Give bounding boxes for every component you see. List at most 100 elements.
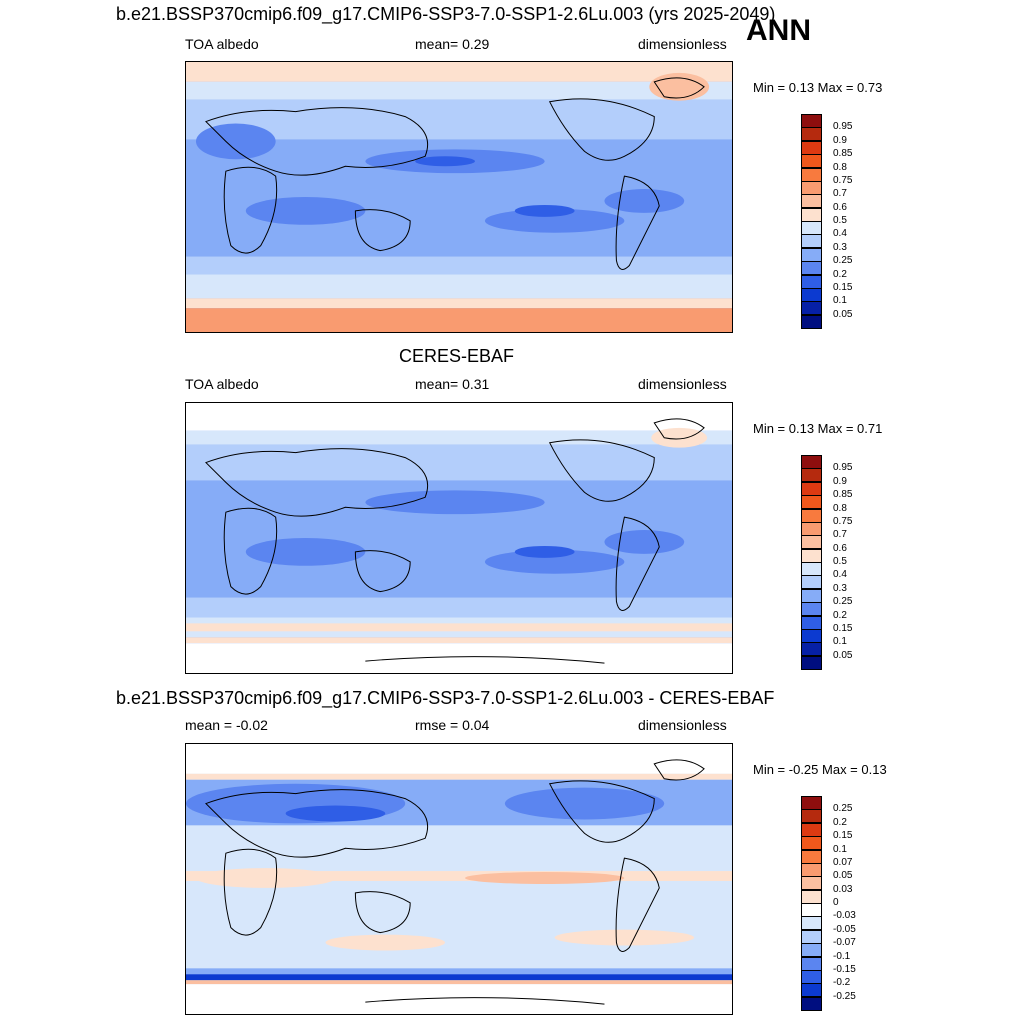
panel-1-cbar-tick: 0.2 (833, 268, 847, 280)
panel-1-cbar-tick: 0.25 (833, 255, 853, 267)
panel-3-cbar-tick: -0.05 (833, 923, 856, 935)
panel-3-cbar-swatch (801, 889, 822, 904)
panel-2-cbar-swatch (801, 508, 822, 523)
panel-2-colorbar: 0.95 0.9 0.85 0.8 0.75 0.7 0.6 0.5 0.4 0… (801, 455, 852, 670)
panel-3-cbar-swatch (801, 836, 822, 851)
panel-1-map (185, 61, 733, 333)
panel-3-cbar-swatch (801, 969, 822, 984)
panel-1-minmax: Min = 0.13 Max = 0.73 (753, 80, 883, 95)
panel-3-cbar-swatch (801, 876, 822, 891)
panel-2-cbar-tick: 0.4 (833, 569, 847, 581)
panel-1-cbar-swatch (801, 301, 822, 316)
panel-3-cbar-swatch (801, 943, 822, 958)
panel-2-cbar-swatch (801, 642, 822, 657)
panel-3-cbar-swatch (801, 996, 822, 1011)
panel-2-map (185, 402, 733, 674)
panel-3-cbar-tick: 0.2 (833, 816, 847, 828)
panel-2-cbar-swatch (801, 481, 822, 496)
panel-2-cbar-swatch (801, 521, 822, 536)
panel-2-cbar-swatch (801, 562, 822, 576)
panel-1-cbar-swatch (801, 261, 822, 276)
panel-1-cbar-swatch (801, 287, 822, 302)
panel-1-cbar-tick: 0.8 (833, 161, 847, 173)
panel-3-cbar-tick: -0.03 (833, 910, 856, 922)
panel-1-cbar-swatch (801, 247, 822, 262)
panel-3-cbar-swatch (801, 849, 822, 864)
panel-2-cbar-tick: 0.1 (833, 636, 847, 648)
panel-3-cbar-swatch (801, 929, 822, 944)
panel-1-cbar-tick: 0.4 (833, 228, 847, 240)
panel-2-cbar-swatch (801, 535, 822, 550)
panel-1-cbar-swatch (801, 154, 822, 169)
panel-1-cbar-swatch (801, 274, 822, 289)
panel-1-cbar-tick: 0.75 (833, 174, 853, 186)
panel-2-cbar-swatch (801, 615, 822, 630)
panel-3-cbar-swatch (801, 822, 822, 837)
panel-3-cbar-tick: 0.05 (833, 870, 853, 882)
panel-3-minmax: Min = -0.25 Max = 0.13 (753, 762, 887, 777)
panel-3-cbar-swatch (801, 983, 822, 998)
panel-3-cbar-tick: -0.07 (833, 937, 856, 949)
panel-2-cbar-tick: 0.05 (833, 649, 853, 661)
panel-1-cbar-swatch (801, 194, 822, 209)
panel-2-cbar-swatch (801, 655, 822, 670)
panel-2-minmax: Min = 0.13 Max = 0.71 (753, 421, 883, 436)
panel-3-cbar-tick: 0.15 (833, 830, 853, 842)
panel-2-cbar-swatch (801, 455, 822, 469)
panel-2-cbar-tick: 0.7 (833, 529, 847, 541)
panel-3-cbar-swatch (801, 956, 822, 971)
panel-1-cbar-tick: 0.05 (833, 308, 853, 320)
panel-2-cbar-tick: 0.25 (833, 596, 853, 608)
panel-2-cbar-tick: 0.2 (833, 609, 847, 621)
panel-3-units-label: dimensionless (638, 717, 727, 733)
panel-3-title: b.e21.BSSP370cmip6.f09_g17.CMIP6-SSP3-7.… (116, 688, 775, 708)
panel-2-units-label: dimensionless (638, 376, 727, 392)
panel-2-cbar-swatch (801, 548, 822, 563)
panel-1-units-label: dimensionless (638, 36, 727, 52)
panel-1-cbar-tick: 0.3 (833, 241, 847, 253)
panel-1-cbar-tick: 0.7 (833, 188, 847, 200)
panel-3-cbar-tick: -0.2 (833, 977, 851, 989)
panel-2-cbar-tick: 0.75 (833, 515, 853, 527)
panel-1-colorbar: 0.95 0.9 0.85 0.8 0.75 0.7 0.6 0.5 0.4 0… (801, 114, 852, 329)
panel-3-cbar-swatch (801, 916, 822, 931)
panel-1-cbar-swatch (801, 221, 822, 235)
panel-2-mean-label: mean= 0.31 (415, 376, 490, 392)
panel-3-cbar-tick: -0.25 (833, 990, 856, 1002)
panel-1-cbar-tick: 0.6 (833, 201, 847, 213)
panel-1-mean-label: mean= 0.29 (415, 36, 490, 52)
panel-1-cbar-tick: 0.15 (833, 281, 853, 293)
panel-1-cbar-tick: 0.95 (833, 121, 853, 133)
panel-1-cbar-swatch (801, 127, 822, 142)
panel-2-cbar-tick: 0.9 (833, 475, 847, 487)
panel-2-cbar-tick: 0.3 (833, 582, 847, 594)
panel-3-cbar-swatch (801, 796, 822, 810)
panel-2-cbar-swatch (801, 602, 822, 617)
panel-1-cbar-swatch (801, 180, 822, 195)
panel-1-cbar-swatch (801, 207, 822, 222)
panel-2-cbar-tick: 0.85 (833, 489, 853, 501)
panel-2-cbar-tick: 0.6 (833, 542, 847, 554)
panel-2-cbar-swatch (801, 468, 822, 483)
panel-1-cbar-tick: 0.9 (833, 134, 847, 146)
panel-2-cbar-tick: 0.5 (833, 556, 847, 567)
panel-3-cbar-swatch (801, 862, 822, 877)
panel-3-cbar-tick: -0.1 (833, 950, 851, 962)
panel-1-cbar-tick: 0.85 (833, 148, 853, 160)
panel-2-cbar-tick: 0.95 (833, 462, 853, 474)
panel-1-title: b.e21.BSSP370cmip6.f09_g17.CMIP6-SSP3-7.… (116, 4, 776, 24)
panel-2-cbar-swatch (801, 495, 822, 510)
panel-1-cbar-swatch (801, 114, 822, 128)
panel-3-map (185, 743, 733, 1015)
panel-3-rmse-label: rmse = 0.04 (415, 717, 490, 733)
panel-2-cbar-swatch (801, 628, 822, 643)
panel-3-cbar-tick: 0.1 (833, 843, 847, 855)
panel-1-variable-label: TOA albedo (185, 36, 259, 52)
panel-3-cbar-tick: 0.03 (833, 883, 853, 895)
panel-3-mean-label: mean = -0.02 (185, 717, 268, 733)
season-label: ANN (746, 14, 811, 47)
panel-3-cbar-tick: 0.25 (833, 803, 853, 815)
panel-2-cbar-tick: 0.15 (833, 622, 853, 634)
panel-3-cbar-swatch (801, 903, 822, 917)
panel-3-cbar-tick: -0.15 (833, 963, 856, 975)
